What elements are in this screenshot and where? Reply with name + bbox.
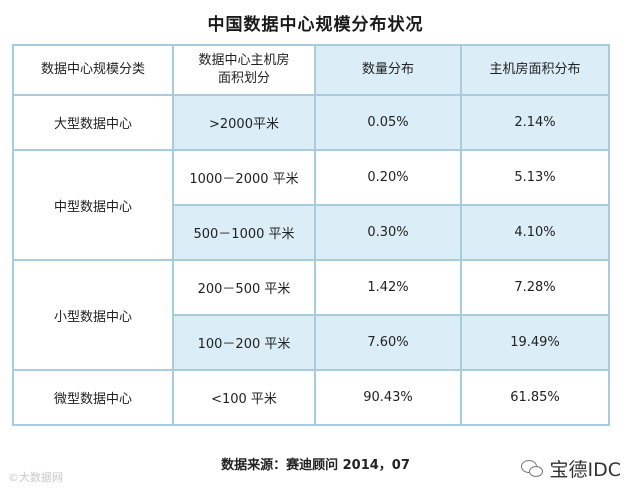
table-header-row: 数据中心规模分类 数据中心主机房 面积划分 数量分布 主机房面积分布 [12, 44, 610, 96]
area-share-cell: 7.28% [460, 259, 610, 316]
count-share-cell: 0.30% [314, 204, 462, 261]
wechat-icon [521, 459, 544, 478]
area-cell: 100－200 平米 [172, 314, 316, 371]
data-table: 数据中心规模分类 数据中心主机房 面积划分 数量分布 主机房面积分布 大型数据中… [12, 44, 610, 426]
area-cell: 1000－2000 平米 [172, 149, 316, 206]
area-cell: 500－1000 平米 [172, 204, 316, 261]
area-share-cell: 19.49% [460, 314, 610, 371]
count-share-cell: 7.60% [314, 314, 462, 371]
area-cell: 200－500 平米 [172, 259, 316, 316]
watermark-right: 宝德IDC [521, 455, 621, 482]
header-area-line2: 面积划分 [217, 71, 270, 86]
area-share-cell: 61.85% [460, 369, 610, 426]
area-share-cell: 4.10% [460, 204, 610, 261]
header-area: 数据中心主机房 面积划分 [172, 44, 316, 96]
table-row: 中型数据中心 1000－2000 平米 0.20% 5.13% [12, 149, 610, 261]
header-count-share: 数量分布 [314, 44, 462, 96]
header-area-line1: 数据中心主机房 [198, 53, 290, 68]
table-row: 500－1000 平米 0.30% 4.10% [13, 204, 610, 261]
source-note: 数据来源：赛迪顾问 2014，07 [221, 458, 410, 473]
page-title: 中国数据中心规模分布状况 [207, 15, 424, 35]
count-share-cell: 0.20% [314, 149, 462, 206]
watermark-right-text: 宝德IDC [549, 459, 621, 481]
area-share-cell: 2.14% [460, 94, 610, 151]
table-row: 大型数据中心 >2000平米 0.05% 2.14% [12, 94, 610, 151]
category-cell: 微型数据中心 [12, 369, 174, 426]
table-row: 微型数据中心 <100 平米 90.43% 61.85% [12, 369, 610, 426]
header-category: 数据中心规模分类 [12, 44, 174, 96]
header-area-share: 主机房面积分布 [460, 44, 610, 96]
area-share-cell: 5.13% [460, 149, 610, 206]
count-share-cell: 1.42% [314, 259, 462, 316]
count-share-cell: 90.43% [314, 369, 462, 426]
area-cell: <100 平米 [172, 369, 316, 426]
category-cell: 中型数据中心 [12, 149, 174, 261]
category-cell: 小型数据中心 [12, 259, 174, 371]
count-share-cell: 0.05% [314, 94, 462, 151]
table-row: 小型数据中心 200－500 平米 1.42% 7.28% [12, 259, 610, 371]
watermark-left: ©大数据网 [8, 471, 63, 484]
category-cell: 大型数据中心 [12, 94, 174, 151]
area-cell: >2000平米 [172, 94, 316, 151]
table-row: 100－200 平米 7.60% 19.49% [13, 314, 610, 371]
